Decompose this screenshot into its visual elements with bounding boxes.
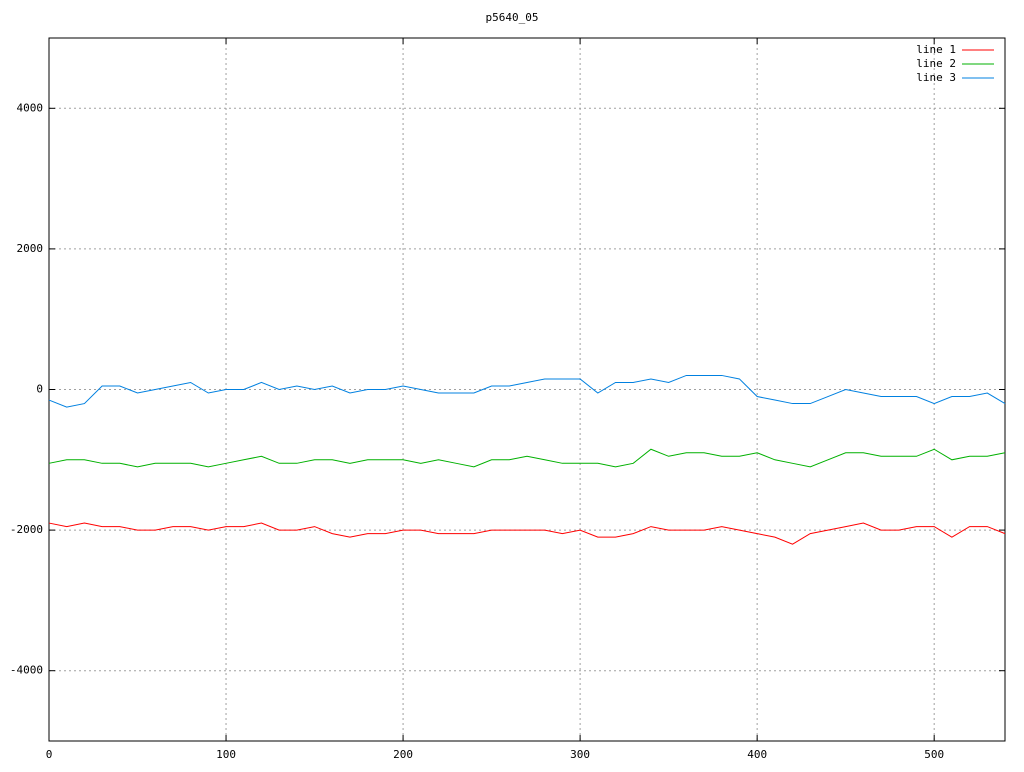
data-line — [48, 374, 1006, 408]
plot-border — [48, 37, 1006, 742]
x-tick-label: 0 — [46, 748, 53, 761]
chart-title: p5640_05 — [486, 11, 539, 24]
y-tick-label: 2000 — [17, 242, 44, 255]
y-tick-label: -4000 — [10, 664, 43, 677]
x-tick-label: 200 — [393, 748, 413, 761]
x-tick-label: 300 — [570, 748, 590, 761]
y-tick-label: -2000 — [10, 523, 43, 536]
y-tick-label: 0 — [36, 383, 43, 396]
data-line — [48, 522, 1006, 545]
legend-label: line 3 — [916, 71, 956, 84]
x-tick-label: 400 — [747, 748, 767, 761]
legend-label: line 1 — [916, 43, 956, 56]
y-tick-label: 4000 — [17, 101, 44, 114]
x-tick-label: 500 — [924, 748, 944, 761]
x-tick-label: 100 — [216, 748, 236, 761]
data-line — [48, 448, 1006, 468]
legend-label: line 2 — [916, 57, 956, 70]
